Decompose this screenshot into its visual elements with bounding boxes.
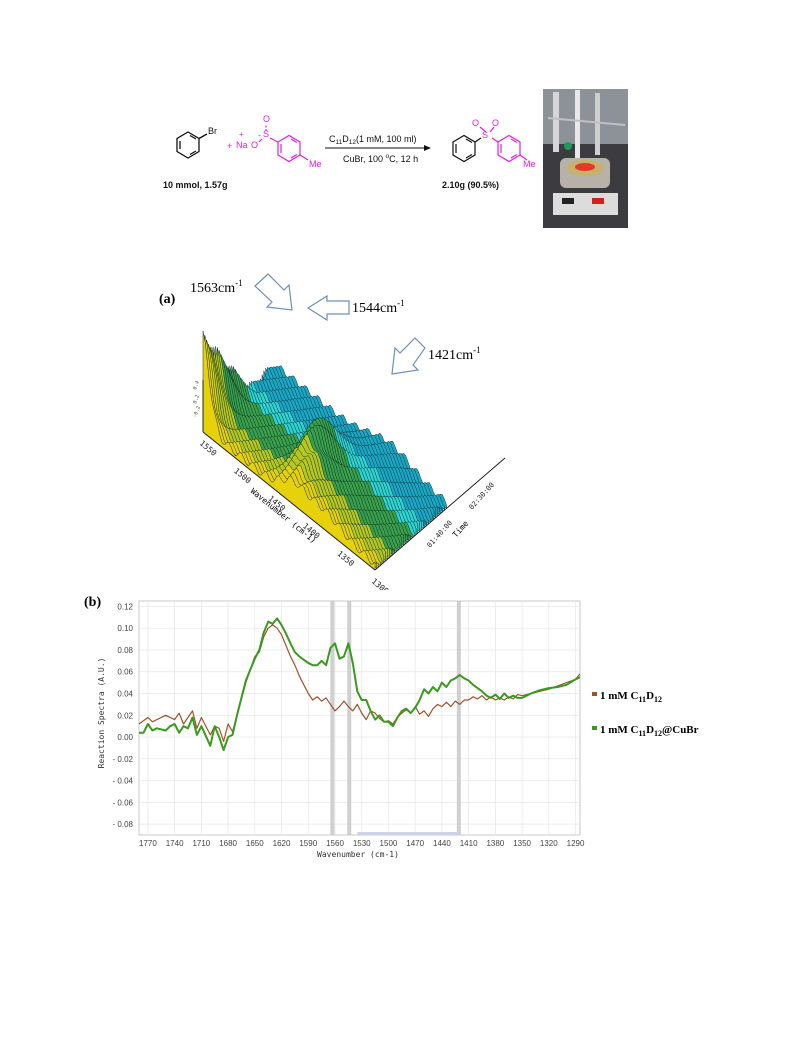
z-ticks: -0.20.2 0.4 xyxy=(192,380,202,419)
x-axis-label: Wavenumber (cm-1) xyxy=(317,850,399,859)
panel-a-3d-waterfall: (a) 1563cm-1 1544cm-1 1421cm-1 155015001… xyxy=(159,273,506,590)
y-tick-label: 0.12 xyxy=(117,602,133,611)
x-tick-label: 1620 xyxy=(273,839,291,848)
waterfall-slice xyxy=(215,346,388,560)
panel-a-axes xyxy=(202,380,506,571)
product-structure xyxy=(452,126,528,163)
annotation-1563: 1563cm-1 xyxy=(190,278,243,296)
sodium-label: Na xyxy=(236,140,248,150)
series-line-2 xyxy=(139,617,581,752)
methyl-label-2: Me xyxy=(523,159,536,169)
z-tick-label: 0.2 xyxy=(192,394,201,405)
x-tick-label: 1530 xyxy=(353,839,371,848)
plot-frame xyxy=(138,600,581,836)
reaction-scheme: Br + + Na - O S O Me C11D12(1 mM, 100 ml… xyxy=(163,89,628,228)
x-tick-label: 1290 xyxy=(567,839,585,848)
y-axis-ticks: 0.12 0.10 0.08 0.06 0.04 0.02 0.00 - 0.02 - 0.04… xyxy=(113,602,134,829)
sulfur-label-1: S xyxy=(263,129,269,139)
annotation-1544: 1544cm-1 xyxy=(352,298,405,316)
bromobenzene-structure xyxy=(176,131,208,159)
y-tick-label: - 0.04 xyxy=(113,777,134,786)
highlight-band xyxy=(456,601,461,835)
y-tick-label: 0.06 xyxy=(117,668,133,677)
legend-item-2: 1 mM C11D12@CuBr xyxy=(592,724,699,738)
legend-label-1: 1 mM C11D12 xyxy=(600,690,662,704)
legend-swatch-2 xyxy=(592,726,597,730)
x-tick-label: 1740 xyxy=(166,839,184,848)
time-axis-label: Time xyxy=(451,519,471,539)
oxygen-label-1: O xyxy=(251,140,258,150)
arrow-1563-icon xyxy=(254,273,293,311)
x-tick-label: 1380 xyxy=(486,839,504,848)
product-oxygen-1: O xyxy=(472,118,479,128)
oxygen-anion-charge: - xyxy=(258,130,261,140)
y-tick-label: - 0.02 xyxy=(113,755,134,764)
z-tick-label: 0.4 xyxy=(192,380,201,391)
temperature-conditions: CuBr, 100 oC, 12 h xyxy=(343,153,418,164)
x-tick-label: 1590 xyxy=(299,839,317,848)
legend-item-1: 1 mM C11D12 xyxy=(592,690,662,704)
product-oxygen-2: O xyxy=(492,118,499,128)
legend: 1 mM C11D12 1 mM C11D12@CuBr xyxy=(592,690,699,738)
panel-b-chart: (b) 1770 1740 1710 1680 1650 1620 1590 1560 1530… xyxy=(84,595,699,859)
x-tick-label: 1410 xyxy=(460,839,478,848)
chart-grid xyxy=(138,600,581,836)
x-tick-label: 1440 xyxy=(433,839,451,848)
y-tick-label: 0.00 xyxy=(117,733,133,742)
product-sulfur: S xyxy=(482,130,488,140)
series-line-1 xyxy=(138,624,581,742)
y-tick-label: - 0.08 xyxy=(113,820,134,829)
arrow-1544-icon xyxy=(306,294,350,322)
range-selector xyxy=(357,832,459,835)
waterfall-slice xyxy=(202,330,376,571)
reactant-amount: 10 mmol, 1.57g xyxy=(163,180,228,190)
x-tick-label: 1500 xyxy=(380,839,398,848)
time-tick-label: 01:40:00 xyxy=(426,519,455,549)
bromo-substituent-label: Br xyxy=(208,126,217,136)
x-tick-label: 1320 xyxy=(540,839,558,848)
reactor-photo xyxy=(543,89,628,228)
panel-b-label: (b) xyxy=(84,595,101,610)
x-tick-label: 1770 xyxy=(139,839,157,848)
y-tick-label: 0.02 xyxy=(117,711,133,720)
x-tick-label: 1650 xyxy=(246,839,264,848)
reaction-arrow-head xyxy=(424,145,431,151)
methyl-label-1: Me xyxy=(309,159,322,169)
y-tick-label: 0.10 xyxy=(117,624,133,633)
legend-swatch-1 xyxy=(592,692,597,696)
time-tick-label: 02:30:00 xyxy=(468,481,497,511)
arrow-1421-icon xyxy=(391,337,426,375)
highlight-band xyxy=(330,601,335,835)
highlight-lines xyxy=(330,601,461,835)
x-tick-label: 1350 xyxy=(513,839,531,848)
x-tick-label: 1680 xyxy=(219,839,237,848)
annotation-1421: 1421cm-1 xyxy=(428,345,481,363)
oxygen-label-2: O xyxy=(263,114,270,124)
waterfall-surface xyxy=(202,330,447,571)
tolyl-ring-structure xyxy=(258,124,309,163)
legend-label-2: 1 mM C11D12@CuBr xyxy=(600,724,699,738)
x-axis-ticks: 1770 1740 1710 1680 1650 1620 1590 1560 1530 1500… xyxy=(139,839,585,848)
chart-series xyxy=(138,617,581,752)
catalyst-conditions: C11D12(1 mM, 100 ml) xyxy=(329,134,417,146)
plus-sign: + xyxy=(227,141,232,151)
x-tick-label: 1560 xyxy=(326,839,344,848)
product-amount: 2.10g (90.5%) xyxy=(442,180,499,190)
y-tick-label: 0.08 xyxy=(117,646,133,655)
panel-a-label: (a) xyxy=(159,292,176,307)
z-tick-label: -0.2 xyxy=(192,405,202,418)
y-tick-label: - 0.06 xyxy=(113,798,134,807)
y-tick-label: 0.04 xyxy=(117,690,133,699)
y-axis-label: Reaction Spectra (A.U.) xyxy=(97,658,106,769)
x-tick-label: 1710 xyxy=(192,839,210,848)
x-tick-label: 1470 xyxy=(406,839,424,848)
sodium-cation-charge: + xyxy=(239,130,244,139)
highlight-band xyxy=(347,601,352,835)
